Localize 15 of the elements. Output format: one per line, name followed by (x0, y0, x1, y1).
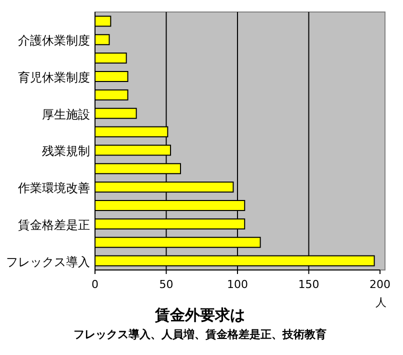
x-axis-title: 人 (376, 296, 386, 309)
text: 賃金外要求は (154, 306, 245, 324)
x-tick-label: 200 (370, 278, 390, 291)
y-tick-label: フレックス導入 (6, 254, 90, 269)
text: フレックス導入、人員増、賃金格差是正、技術教育 (74, 328, 326, 341)
y-tick-label: 賃金格差是正 (18, 218, 90, 232)
y-tick-label: 介護休業制度 (18, 34, 90, 48)
y-tick-label: 残業規制 (42, 144, 90, 158)
x-tick-label: 50 (159, 278, 174, 291)
x-tick-label: 0 (92, 278, 98, 291)
x-tick-label: 100 (227, 278, 248, 291)
x-tick-label: 150 (298, 278, 320, 291)
y-tick-label: 作業環境改善 (17, 181, 90, 196)
y-tick-label: 育児休業制度 (18, 70, 90, 84)
y-tick-label: 厚生施設 (42, 107, 90, 122)
